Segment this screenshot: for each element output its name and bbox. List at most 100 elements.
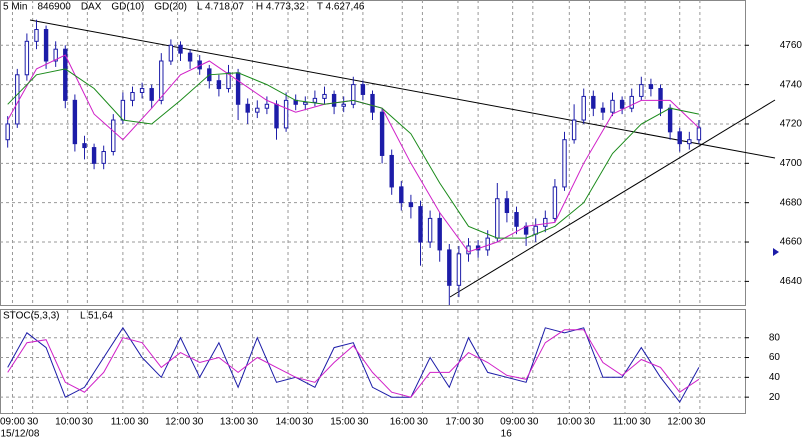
candle-body — [111, 119, 116, 153]
x-tick-label: 30 — [417, 417, 429, 428]
candle-body — [648, 84, 654, 90]
x-tick-label: 30 — [357, 417, 369, 428]
candle-body — [226, 72, 231, 90]
x-tick-label: 30 — [584, 417, 596, 428]
candle-body — [571, 119, 577, 141]
candle-body — [245, 103, 250, 113]
x-tick-label: 30 — [640, 417, 652, 428]
series-line — [7, 68, 700, 239]
candle-body — [149, 88, 154, 101]
x-tick-label: 10:00 — [55, 417, 80, 428]
candle-body — [543, 217, 548, 227]
x-tick-label: 30 — [82, 417, 94, 428]
x-tick-label: 30 — [247, 417, 259, 428]
stoch-title: STOC(5,3,3) — [3, 311, 60, 322]
candle-body — [82, 143, 87, 149]
candle-body — [168, 44, 174, 62]
stoch-panel — [0, 309, 746, 414]
date-label: 15/12/08 — [0, 429, 39, 440]
candle-body — [5, 123, 10, 141]
candle-body — [312, 97, 318, 103]
price-panel — [0, 0, 746, 306]
x-tick-label: 14:00 — [275, 417, 300, 428]
trend-line — [449, 99, 776, 298]
candle-body — [629, 95, 634, 109]
candle-body — [139, 88, 145, 93]
candle-body — [658, 88, 663, 109]
candle-body — [360, 84, 366, 95]
info-label: DAX — [81, 2, 102, 13]
y-tick-label: 4760 — [780, 40, 803, 51]
legend-label: GD(20) — [154, 2, 187, 13]
x-tick-label: 11:00 — [111, 417, 136, 428]
x-tick-label: 12:00 — [165, 417, 190, 428]
candle-body — [274, 103, 279, 129]
x-tick-label: 30 — [137, 417, 149, 428]
stat-label: L 4.718,07 — [197, 2, 244, 13]
candle-body — [581, 95, 586, 121]
candle-body — [43, 29, 49, 62]
x-tick-label: 17:00 — [445, 417, 470, 428]
y-tick-label: 4660 — [780, 237, 803, 248]
candle-body — [187, 52, 193, 62]
candle-body — [216, 80, 222, 90]
stat-label: H 4.773,32 — [256, 2, 305, 13]
candle-body — [235, 72, 241, 105]
y-tick-label: 4700 — [780, 158, 803, 169]
candle-body — [370, 93, 375, 113]
candle-body — [322, 93, 327, 99]
candle-body — [639, 84, 644, 97]
candle-body — [264, 103, 270, 109]
candle-body — [591, 95, 596, 109]
x-tick-label: 30 — [27, 417, 39, 428]
candle-body — [504, 198, 510, 214]
y-tick-label: 40 — [769, 372, 781, 383]
series-line — [7, 326, 700, 404]
info-label: 846900 — [37, 2, 71, 13]
candle-body — [514, 212, 519, 227]
candle-body — [418, 206, 423, 243]
x-tick-label: 16:00 — [390, 417, 415, 428]
candle-body — [130, 91, 135, 101]
x-tick-label: 11:00 — [613, 417, 638, 428]
price-marker — [773, 248, 779, 256]
y-tick-label: 4740 — [780, 79, 803, 90]
candle-body — [687, 139, 692, 145]
x-tick-label: 15:00 — [330, 417, 355, 428]
candle-body — [303, 101, 308, 105]
candle-body — [667, 107, 673, 133]
candle-body — [619, 99, 625, 109]
y-tick-label: 80 — [769, 332, 781, 343]
y-tick-label: 60 — [769, 352, 781, 363]
candle-body — [91, 147, 97, 164]
candle-body — [600, 107, 606, 113]
candle-body — [15, 74, 20, 125]
info-label: 5 Min — [3, 2, 27, 13]
candle-body — [53, 48, 58, 62]
x-tick-label: 30 — [527, 417, 539, 428]
candle-body — [178, 44, 183, 54]
candle-body — [120, 99, 126, 121]
candle-body — [389, 154, 394, 188]
x-tick-label: 09:00 — [500, 417, 525, 428]
stat-label: T 4.627,46 — [317, 2, 365, 13]
candle-body — [399, 186, 404, 204]
candle-body — [427, 217, 433, 243]
candle-body — [255, 107, 260, 113]
candle-body — [437, 217, 442, 251]
candle-body — [447, 249, 452, 286]
candle-body — [341, 103, 346, 107]
legend-label: GD(10) — [111, 2, 144, 13]
candle-body — [562, 139, 567, 188]
candle-body — [283, 99, 289, 129]
candle-body — [34, 29, 39, 42]
x-tick-label: 30 — [694, 417, 706, 428]
candle-body — [24, 40, 30, 76]
candle-body — [351, 84, 356, 105]
candle-body — [696, 127, 702, 141]
candle-body — [72, 99, 78, 145]
trend-line — [29, 19, 776, 159]
x-tick-label: 30 — [302, 417, 314, 428]
